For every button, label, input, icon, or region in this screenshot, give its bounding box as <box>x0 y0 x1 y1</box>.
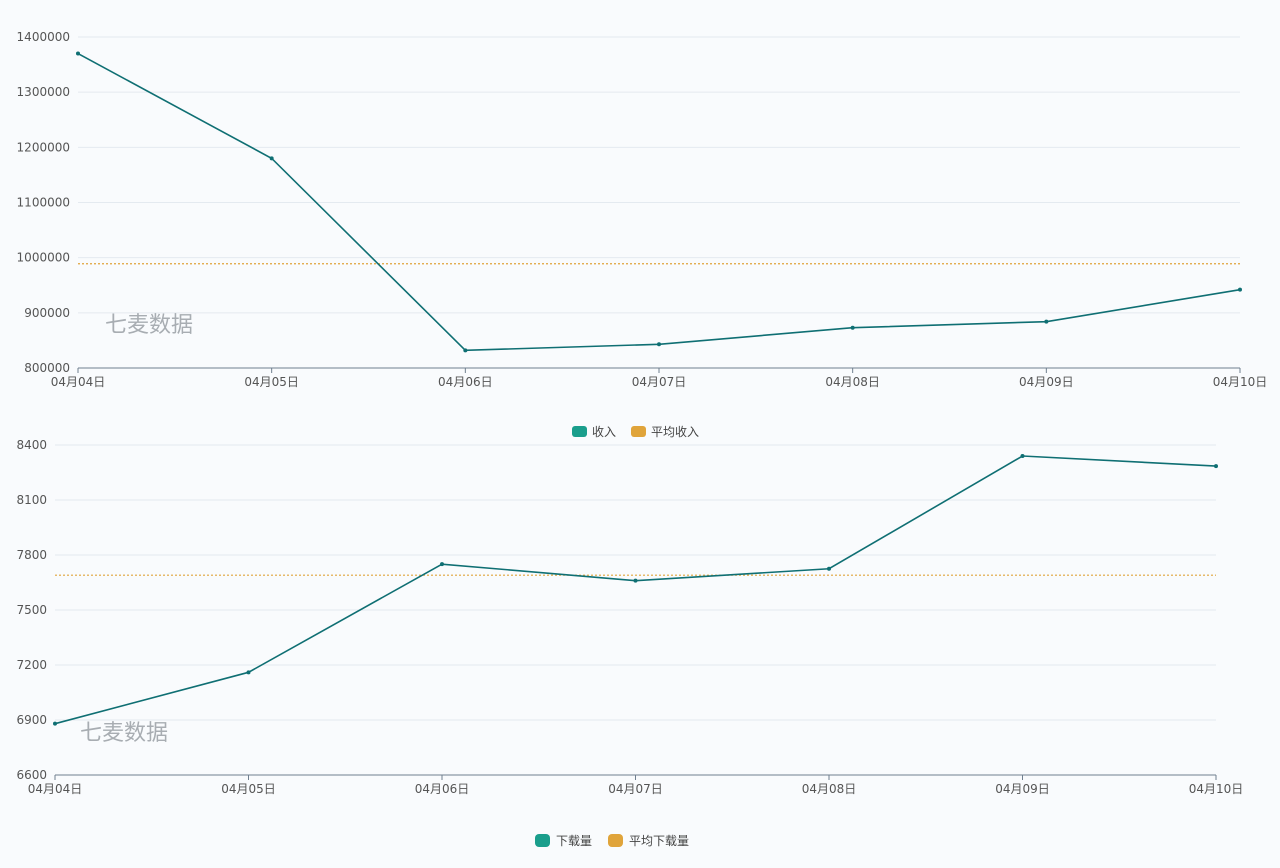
x-tick-label: 04月07日 <box>632 375 687 389</box>
downloads-legend: 下载量 平均下载量 <box>535 834 689 848</box>
y-tick-label: 6900 <box>16 713 47 727</box>
y-tick-label: 8400 <box>16 438 47 452</box>
downloads-chart: 6600 6900 7200 7500 7800 8100 8400 04月04日 04月05日… <box>16 438 1243 796</box>
data-point[interactable] <box>1020 454 1025 458</box>
legend-average-swatch[interactable] <box>631 426 646 437</box>
x-tick-label: 04月06日 <box>438 375 493 389</box>
legend-average-swatch[interactable] <box>608 834 623 847</box>
x-tick-label: 04月09日 <box>1019 375 1074 389</box>
data-point[interactable] <box>850 325 855 330</box>
y-tick-label: 1300000 <box>17 85 70 99</box>
data-point[interactable] <box>440 562 444 567</box>
data-point[interactable] <box>1214 464 1218 469</box>
data-point[interactable] <box>633 578 638 583</box>
x-tick-label: 04月05日 <box>244 375 299 389</box>
legend-series-label[interactable]: 下载量 <box>556 834 592 848</box>
x-tick-label: 04月04日 <box>51 375 106 389</box>
watermark-bottom: 七麦数据 <box>80 721 168 746</box>
x-tick-label: 04月10日 <box>1189 782 1244 796</box>
data-point[interactable] <box>76 51 80 56</box>
x-tick-label: 04月07日 <box>608 782 663 796</box>
legend-average-label[interactable]: 平均收入 <box>651 425 699 439</box>
x-tick-label: 04月05日 <box>221 782 276 796</box>
data-point[interactable] <box>53 721 57 726</box>
y-tick-label: 1100000 <box>17 196 70 210</box>
series-line <box>77 52 1241 352</box>
data-point[interactable] <box>1238 287 1242 292</box>
legend-series-swatch[interactable] <box>572 426 587 437</box>
y-tick-label: 7200 <box>16 658 47 672</box>
y-tick-label: 800000 <box>24 361 70 375</box>
legend-series-label[interactable]: 收入 <box>592 425 616 439</box>
y-tick-label: 7800 <box>16 548 47 562</box>
watermark-top: 七麦数据 <box>105 313 193 338</box>
y-tick-label: 900000 <box>24 306 70 320</box>
data-point[interactable] <box>1044 319 1049 324</box>
x-tick-label: 04月08日 <box>825 375 880 389</box>
y-tick-label: 1000000 <box>17 251 70 265</box>
x-tick-label: 04月10日 <box>1213 375 1268 389</box>
data-point[interactable] <box>246 670 251 675</box>
legend-average-label[interactable]: 平均下载量 <box>629 834 689 848</box>
y-tick-label: 6600 <box>16 768 47 782</box>
y-tick-label: 7500 <box>16 603 47 617</box>
legend-series-swatch[interactable] <box>535 834 550 847</box>
x-tick-label: 04月06日 <box>415 782 470 796</box>
y-tick-label: 1200000 <box>17 140 70 154</box>
revenue-legend: 收入 平均收入 <box>572 425 699 439</box>
x-tick-label: 04月08日 <box>802 782 857 796</box>
data-point[interactable] <box>657 342 661 347</box>
revenue-chart: 800000 900000 1000000 1100000 1200000 1300000… <box>17 30 1268 389</box>
data-point[interactable] <box>463 348 468 353</box>
data-point[interactable] <box>827 566 831 571</box>
y-tick-label: 1400000 <box>17 30 70 44</box>
x-tick-label: 04月09日 <box>995 782 1050 796</box>
y-tick-label: 8100 <box>16 493 47 507</box>
x-tick-label: 04月04日 <box>28 782 83 796</box>
data-point[interactable] <box>269 156 274 161</box>
series-line <box>54 455 1217 725</box>
